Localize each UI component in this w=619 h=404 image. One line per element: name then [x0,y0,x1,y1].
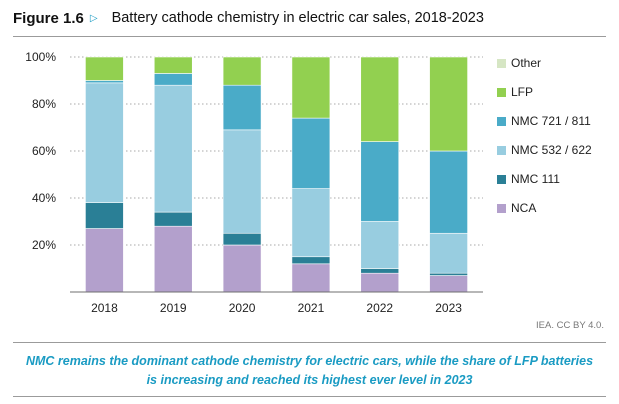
x-tick-label: 2022 [366,301,393,315]
y-tick-label: 100% [25,50,56,64]
legend-label-nmc-721-811: NMC 721 / 811 [511,114,591,128]
legend-label-nmc-111: NMC 111 [511,172,560,186]
x-tick-label: 2021 [298,301,325,315]
bar-2023-nmc-111 [429,272,468,276]
legend-label-nca: NCA [511,201,536,215]
legend-label-nmc-532-622: NMC 532 / 622 [511,143,592,157]
bar-2021-lfp [291,56,331,119]
bar-2021-nca [291,263,331,293]
bar-2023-nmc-721-811 [429,150,468,234]
legend-swatch-lfp [497,88,506,97]
x-tick-label: 2023 [435,301,462,315]
bar-2022-nmc-532-622 [360,221,400,269]
bar-2021-nmc-532-622 [291,188,331,258]
credit-text: IEA. CC BY 4.0. [536,320,604,331]
y-tick-label: 40% [32,191,56,205]
legend-swatch-nmc-721-811 [497,117,506,126]
chart-title: Battery cathode chemistry in electric ca… [111,10,484,26]
bar-2019-nca [153,225,193,293]
bar-2023-lfp [429,56,468,152]
bar-2022-nca [360,272,400,293]
y-tick-label: 60% [32,144,56,158]
x-tick-label: 2019 [160,301,187,315]
bar-2018-nmc-532-622 [85,82,124,203]
bar-2023-nmc-532-622 [429,232,468,274]
bottom-divider [13,396,606,397]
bar-2019-nmc-532-622 [153,84,193,213]
bar-2022-lfp [360,56,400,142]
figure-caption: NMC remains the dominant cathode chemist… [25,354,594,387]
bar-2018-lfp [85,56,124,81]
figure-label: Figure 1.6 [13,9,84,27]
bar-2020-nmc-532-622 [222,129,262,234]
legend-swatch-other [497,59,506,68]
stacked-bar-chart: 20% 40% 60% 80% 100% 2018 2019 2020 2021 2022 2023… [25,50,592,315]
bar-2020-nmc-721-811 [222,84,262,131]
play-outline-icon: ▷ [89,12,98,24]
bar-2018-nmc-721-811 [85,80,124,84]
figure-header: Figure 1.6 ▷ Battery cathode chemistry i… [13,6,484,30]
bar-2019-nmc-721-811 [153,73,193,86]
bar-2022-nmc-721-811 [360,141,400,222]
y-tick-label: 80% [32,97,56,111]
bar-2023-nca [429,275,468,293]
bar-2018-nmc-111 [85,202,124,229]
legend-swatch-nmc-111 [497,175,506,184]
legend-label-other: Other [511,56,541,70]
bar-2019-nmc-111 [153,211,193,227]
bar-2021-nmc-111 [291,256,331,265]
caption-divider [13,342,606,343]
bar-2018-nca [85,228,124,293]
bar-2020-nmc-111 [222,232,262,246]
x-tick-label: 2020 [229,301,256,315]
bar-2020-lfp [222,56,262,86]
bar-2020-nca [222,244,262,293]
top-divider [13,36,606,37]
legend-label-lfp: LFP [511,85,533,99]
bar-2021-nmc-721-811 [291,117,331,189]
bar-2019-lfp [153,56,193,74]
bar-2022-nmc-111 [360,268,400,274]
y-tick-label: 20% [32,238,56,252]
x-tick-label: 2018 [91,301,118,315]
legend-swatch-nca [497,204,506,213]
legend-swatch-nmc-532-622 [497,146,506,155]
